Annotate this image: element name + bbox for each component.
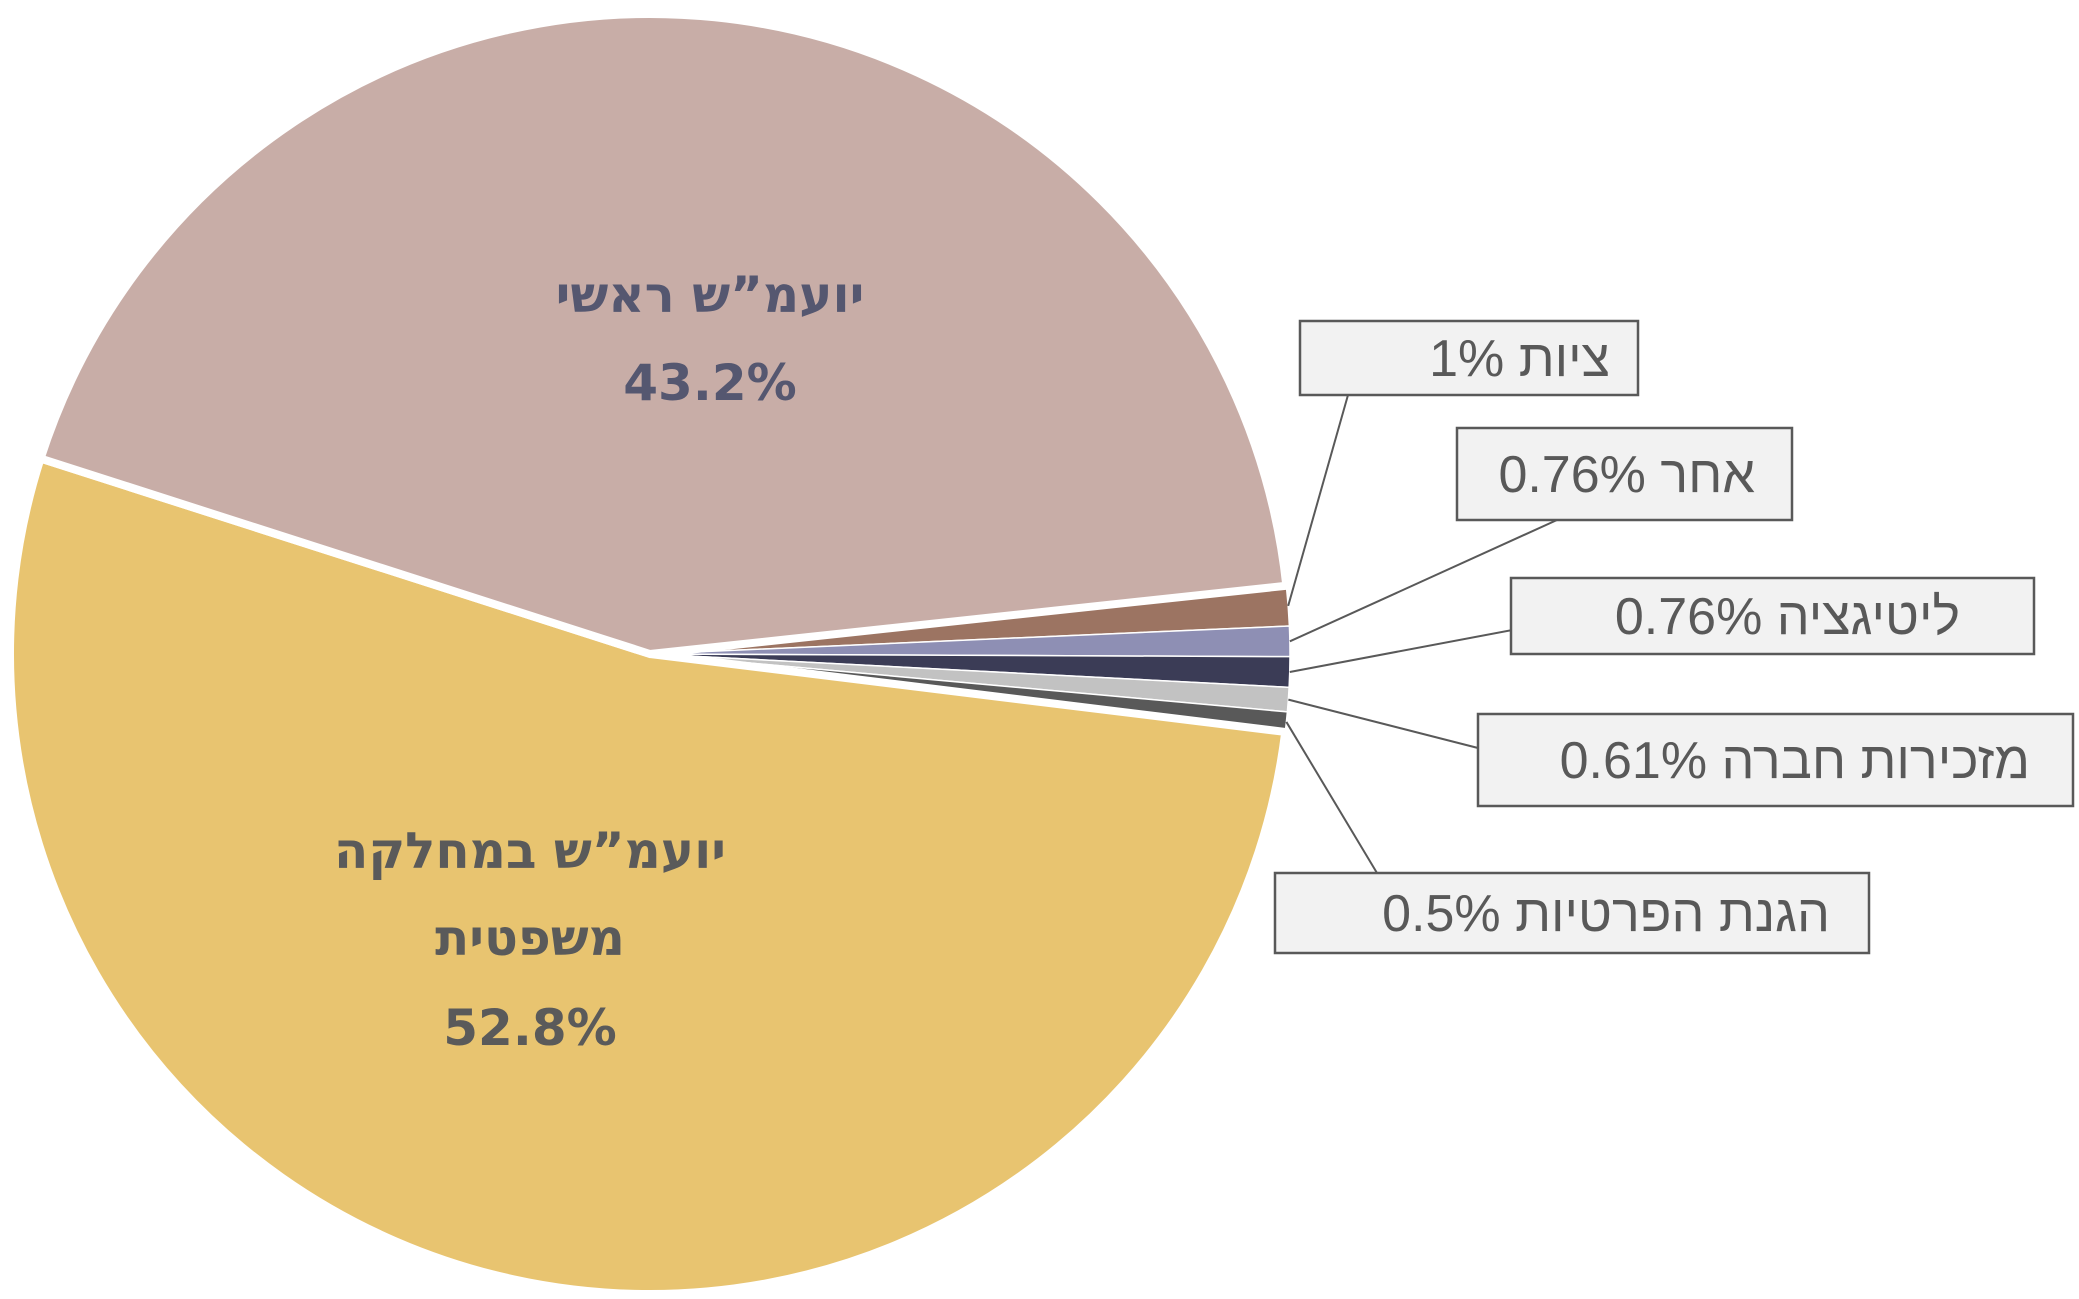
slice-label: 43.2% (623, 354, 796, 412)
pie-slice (35, 10, 1291, 659)
callout-leader-line (1287, 394, 1349, 607)
slice-label: 52.8% (443, 999, 616, 1057)
callout-box (1273, 871, 1871, 955)
callout-box (1455, 426, 1794, 522)
pie-slice (6, 453, 1290, 1298)
callout-leader-line (1289, 519, 1558, 643)
callout-leader-line (1285, 721, 1378, 874)
slice-label: יועמ”ש במחלקה (334, 822, 726, 880)
data-label: אחר 0.76% (1498, 446, 1755, 504)
data-label: ציות 1% (1429, 330, 1610, 388)
callout-leader-line (1288, 698, 1479, 749)
data-label: הגנת הפרטיות 0.5% (1382, 885, 1830, 943)
callout-box (1298, 319, 1640, 397)
callout-box (1476, 712, 2075, 808)
slice-label: יועמ”ש ראשי (556, 266, 865, 324)
data-label: מזכירות חברה 0.61% (1560, 732, 2030, 790)
data-label: ליטיגציה 0.76% (1615, 588, 1960, 646)
slice-label: משפטית (435, 909, 625, 967)
callout-box (1509, 576, 2036, 656)
